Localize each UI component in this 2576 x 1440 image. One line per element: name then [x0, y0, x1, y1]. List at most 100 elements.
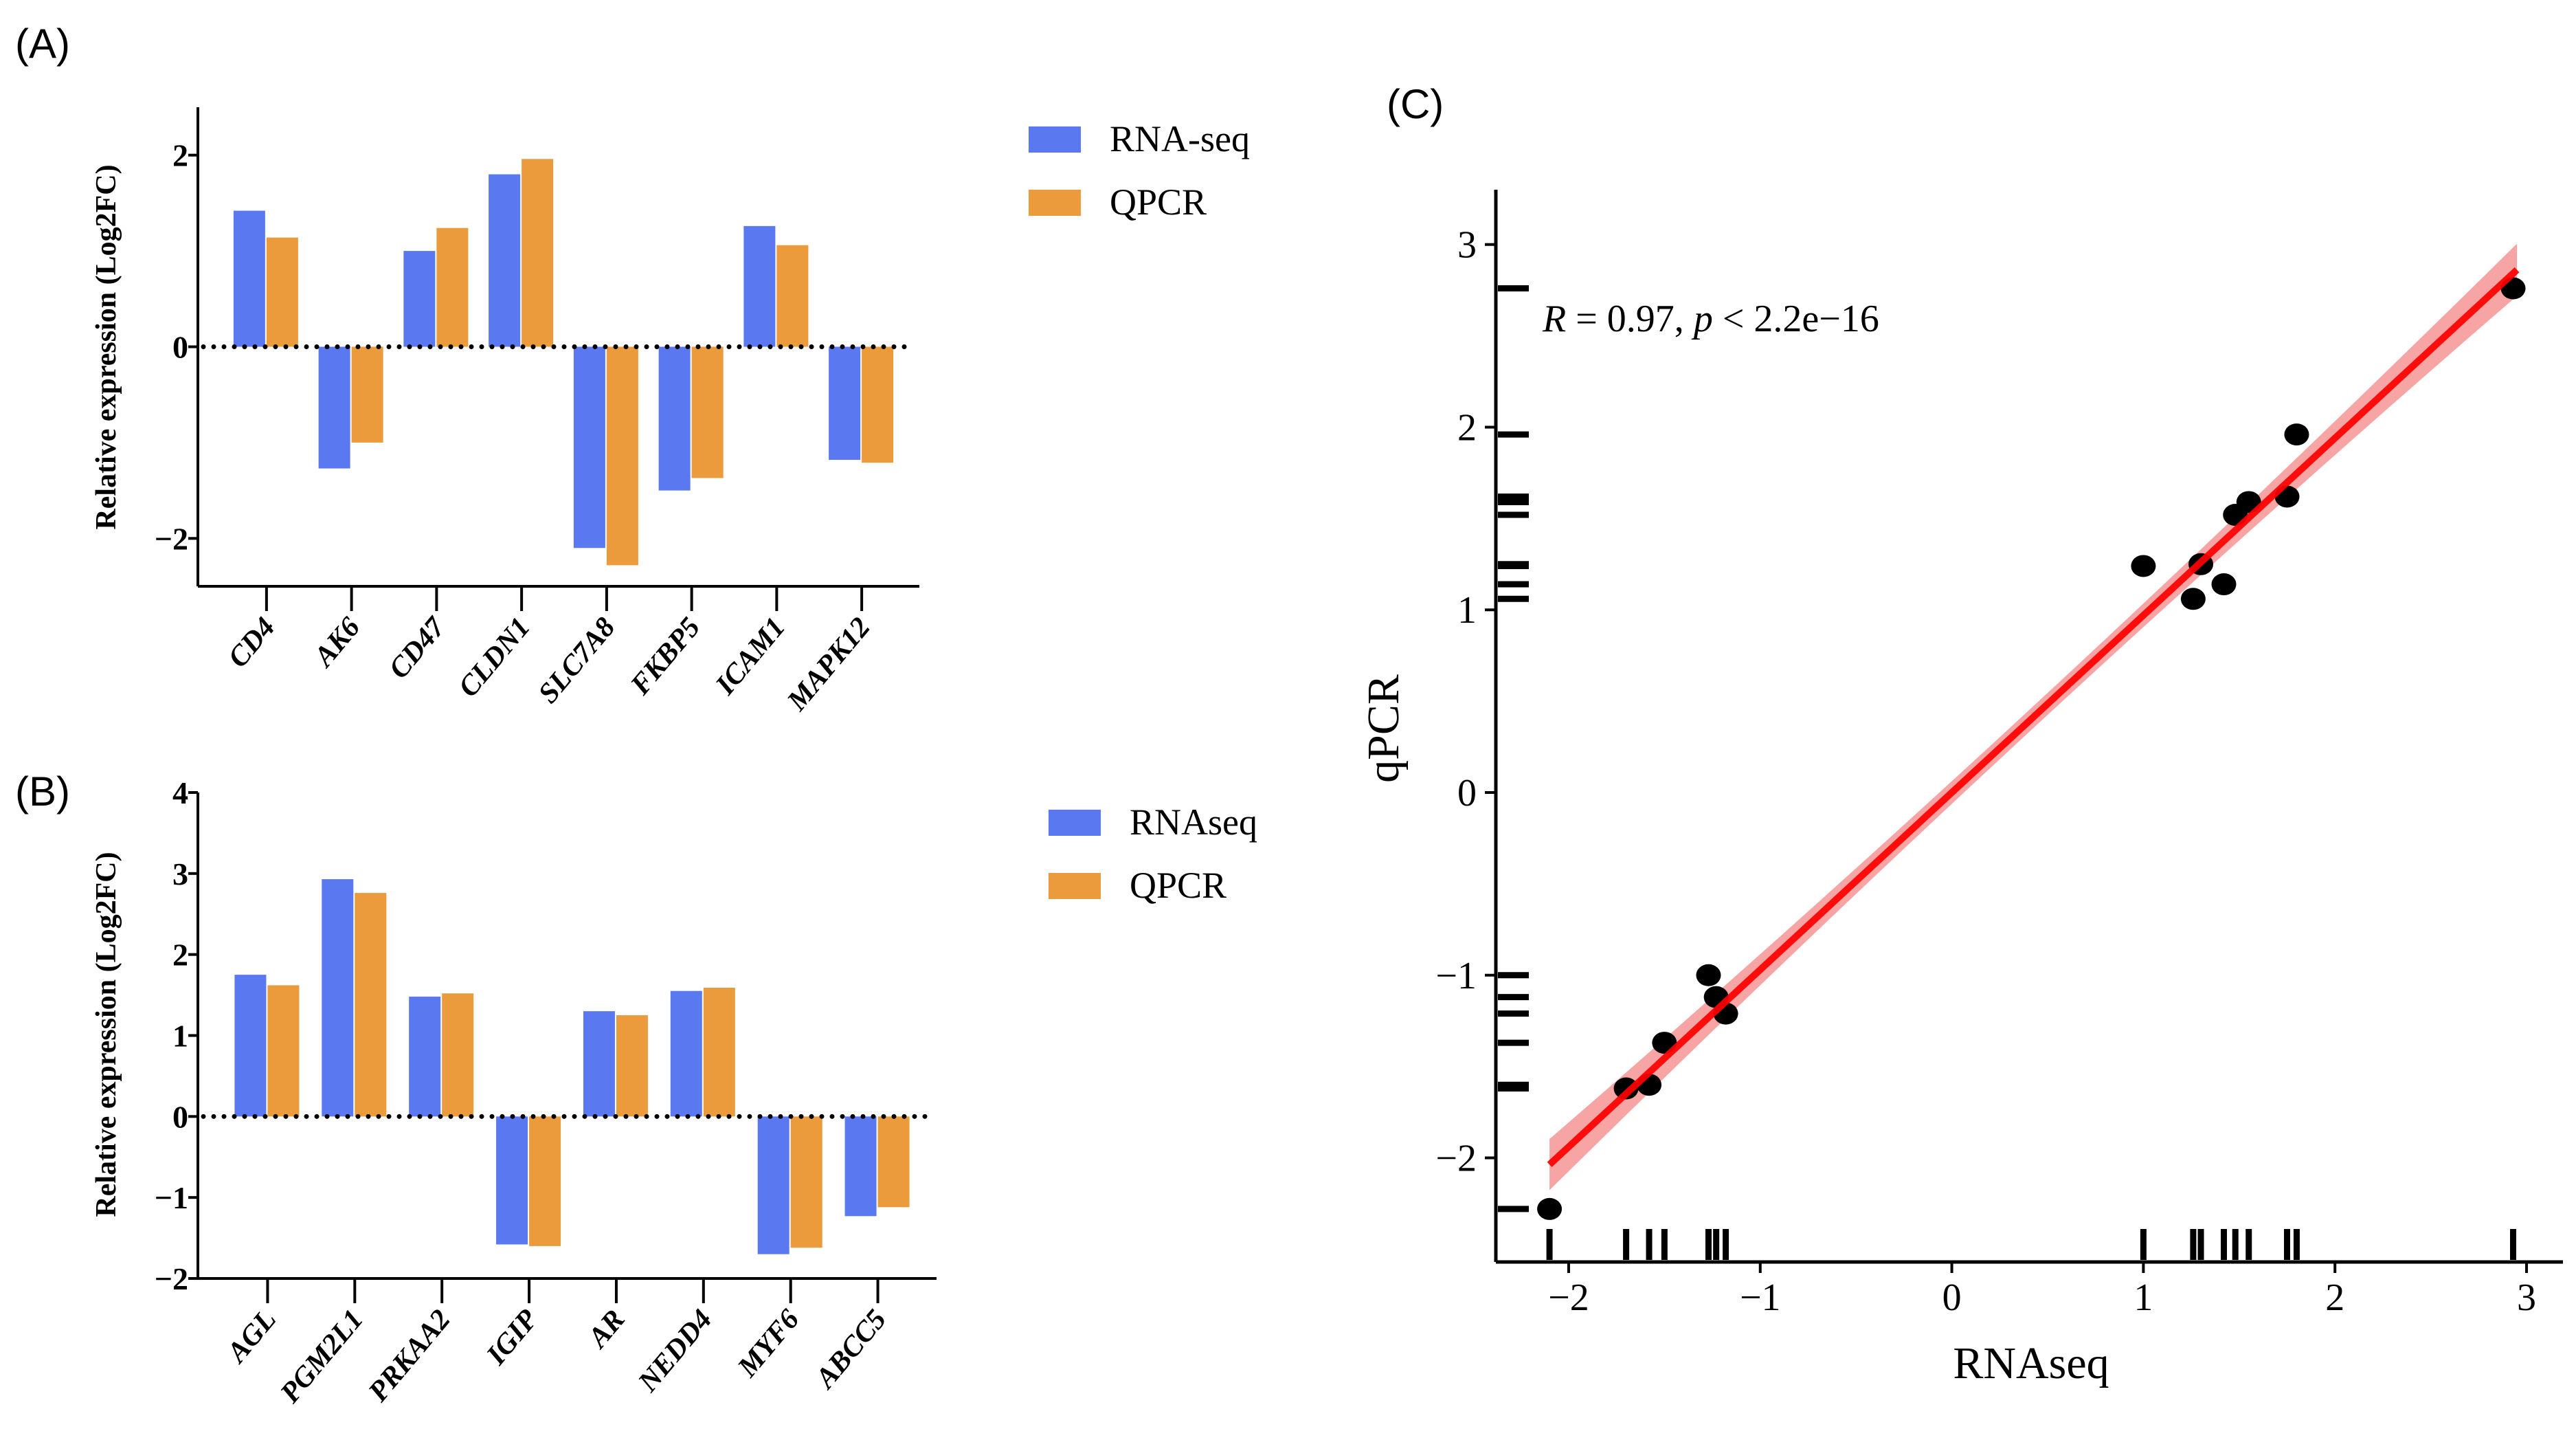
annotation-p-value: < 2.2e−16: [1713, 298, 1879, 340]
panel-c-x-tick-label: 0: [1942, 1276, 1962, 1319]
panel-c-y-tick-label: 0: [1457, 772, 1477, 815]
panel-a-y-tick-label: 0: [172, 330, 188, 365]
annotation-p: p: [1691, 298, 1713, 340]
data-point: [1613, 1077, 1639, 1100]
panel-b-y-tick-label: 3: [172, 856, 188, 891]
panel-c-y-axis-title: qPCR: [1358, 674, 1409, 783]
panel-a-bar-rna-seq-ak6: [318, 346, 350, 469]
panel-a-x-tick-label: ICAM1: [709, 612, 792, 701]
panel-b-bar-rnaseq-abcc5: [844, 1116, 877, 1217]
panel-b-y-tick-label: −1: [155, 1180, 188, 1215]
panel-a-x-tick-label: AK6: [307, 612, 367, 674]
panel-b-y-tick-label: 2: [172, 938, 188, 973]
panel-a-legend-label: QPCR: [1110, 181, 1207, 223]
panel-b-x-tick-label: PRKAA2: [362, 1304, 457, 1408]
panel-a-y-tick-label: 2: [172, 138, 188, 173]
panel-c-x-tick-label: −2: [1548, 1276, 1589, 1319]
panel-b-bar-rnaseq-igip: [496, 1116, 528, 1245]
panel-b-legend-label: RNAseq: [1130, 801, 1257, 843]
panel-a-bar-rna-seq-cldn1: [489, 174, 521, 347]
panel-a-x-tick-label: FKBP5: [624, 612, 706, 701]
data-point: [2180, 588, 2206, 610]
panel-c-y-tick-label: −1: [1435, 955, 1477, 997]
panel-a-legend-swatch-rna-seq: [1029, 126, 1081, 153]
panel-b-y-tick-label: 4: [172, 775, 188, 810]
panel-a-bar-qpcr-ak6: [351, 346, 383, 443]
panel-b-label: (B): [15, 768, 70, 815]
data-point: [2284, 423, 2309, 446]
panel-c-y-tick-label: −2: [1435, 1138, 1477, 1180]
panel-c-x-tick-label: 1: [2133, 1276, 2153, 1319]
panel-b-x-tick-label: NEDD4: [632, 1304, 719, 1399]
regression-line: [1547, 267, 2520, 1168]
panel-c-plot-area: −2 −1 0 1 2 3 −2 −1 0 1 2 3: [1435, 190, 2563, 1319]
panel-b-y-axis-title: Relative expression (Log2FC): [91, 852, 122, 1217]
panel-b-bar-rnaseq-myf6: [757, 1116, 789, 1254]
panel-c-label: (C): [1387, 81, 1444, 127]
panel-b-bar-qpcr-prkaa2: [442, 993, 474, 1117]
panel-a-bar-rna-seq-cd47: [403, 251, 436, 347]
panel-b-x-tick-label: IGIP: [480, 1304, 544, 1372]
panel-b-legend-swatch-qpcr: [1049, 873, 1101, 899]
panel-b-bar-qpcr-ar: [616, 1015, 648, 1117]
data-point: [1696, 964, 1721, 986]
panel-a-x-tick-label: CD47: [383, 610, 452, 685]
panel-b-bar-qpcr-myf6: [790, 1116, 822, 1248]
panel-a-legend-label: RNA-seq: [1110, 118, 1250, 159]
panel-b-legend-label: QPCR: [1130, 865, 1227, 906]
panel-b-x-tick-label: AR: [581, 1304, 631, 1355]
panel-a-legend-swatch-qpcr: [1029, 190, 1081, 216]
annotation-r-value: = 0.97,: [1566, 298, 1694, 340]
panel-b-bar-qpcr-pgm2l1: [355, 893, 387, 1117]
panel-b-bar-qpcr-abcc5: [877, 1116, 910, 1208]
panel-c-x-tick-label: −1: [1740, 1276, 1781, 1319]
panel-a-label: (A): [15, 21, 70, 67]
panel-b-x-tick-label: ABCC5: [809, 1304, 893, 1396]
panel-b-bar-chart: (B) Relative expression (Log2FC) 4 3 2 1 0 −1…: [15, 768, 1257, 1410]
panel-a-bar-qpcr-fkbp5: [691, 346, 724, 478]
panel-a-y-tick-label: −2: [155, 521, 188, 556]
panel-a-bar-qpcr-icam1: [776, 245, 809, 347]
panel-a-bar-rna-seq-mapk12: [829, 346, 861, 460]
panel-a-bar-qpcr-mapk12: [862, 346, 894, 463]
panel-c-y-tick-label: 2: [1457, 406, 1477, 449]
panel-b-y-tick-label: −2: [155, 1261, 188, 1296]
panel-a-x-tick-label: SLC7A8: [533, 612, 622, 709]
panel-b-bar-rnaseq-nedd4: [670, 990, 702, 1117]
panel-a-y-axis-title: Relative expression (Log2FC): [91, 164, 122, 529]
panel-a-bar-qpcr-cd4: [266, 237, 298, 347]
panel-c-x-tick-label: 2: [2325, 1276, 2344, 1319]
panel-a-bar-rna-seq-slc7a8: [573, 346, 605, 549]
panel-b-x-tick-label: PGM2L1: [274, 1304, 370, 1410]
panel-c-y-tick-label: 3: [1457, 224, 1477, 267]
panel-a-x-tick-label: CD4: [222, 612, 281, 674]
panel-a-x-tick-label: MAPK12: [781, 612, 876, 718]
data-point: [1537, 1197, 1563, 1220]
panel-b-bar-rnaseq-pgm2l1: [322, 879, 354, 1117]
panel-a-bar-rna-seq-icam1: [743, 225, 776, 347]
panel-b-bar-qpcr-igip: [529, 1116, 561, 1246]
panel-a-bar-rna-seq-fkbp5: [658, 346, 691, 491]
panel-b-bar-qpcr-nedd4: [703, 987, 735, 1117]
panel-b-x-tick-label: MYF6: [731, 1304, 805, 1384]
correlation-annotation: R = 0.97, p < 2.2e−16: [1542, 298, 1879, 340]
panel-a-bar-qpcr-slc7a8: [606, 346, 638, 566]
annotation-r: R: [1542, 298, 1566, 340]
panel-b-x-tick-label: AGL: [220, 1304, 282, 1370]
panel-b-bar-rnaseq-agl: [234, 975, 267, 1117]
panel-b-bar-qpcr-agl: [267, 985, 300, 1117]
panel-c-y-tick-label: 1: [1457, 589, 1477, 632]
panel-a-bar-qpcr-cd47: [436, 228, 469, 347]
data-point: [2131, 555, 2156, 577]
panel-b-y-tick-label: 0: [172, 1099, 188, 1134]
data-point: [2211, 573, 2237, 596]
panel-a-bar-qpcr-cldn1: [522, 159, 554, 347]
panel-b-y-tick-label: 1: [172, 1019, 188, 1054]
panel-c-x-axis-title: RNAseq: [1953, 1338, 2109, 1388]
panel-a-bar-rna-seq-cd4: [233, 210, 265, 347]
panel-a-bar-chart: (A) Relative expression (Log2FC) 2 0 −2 CD4…: [15, 21, 1250, 718]
panel-b-legend-swatch-rnaseq: [1049, 810, 1101, 836]
